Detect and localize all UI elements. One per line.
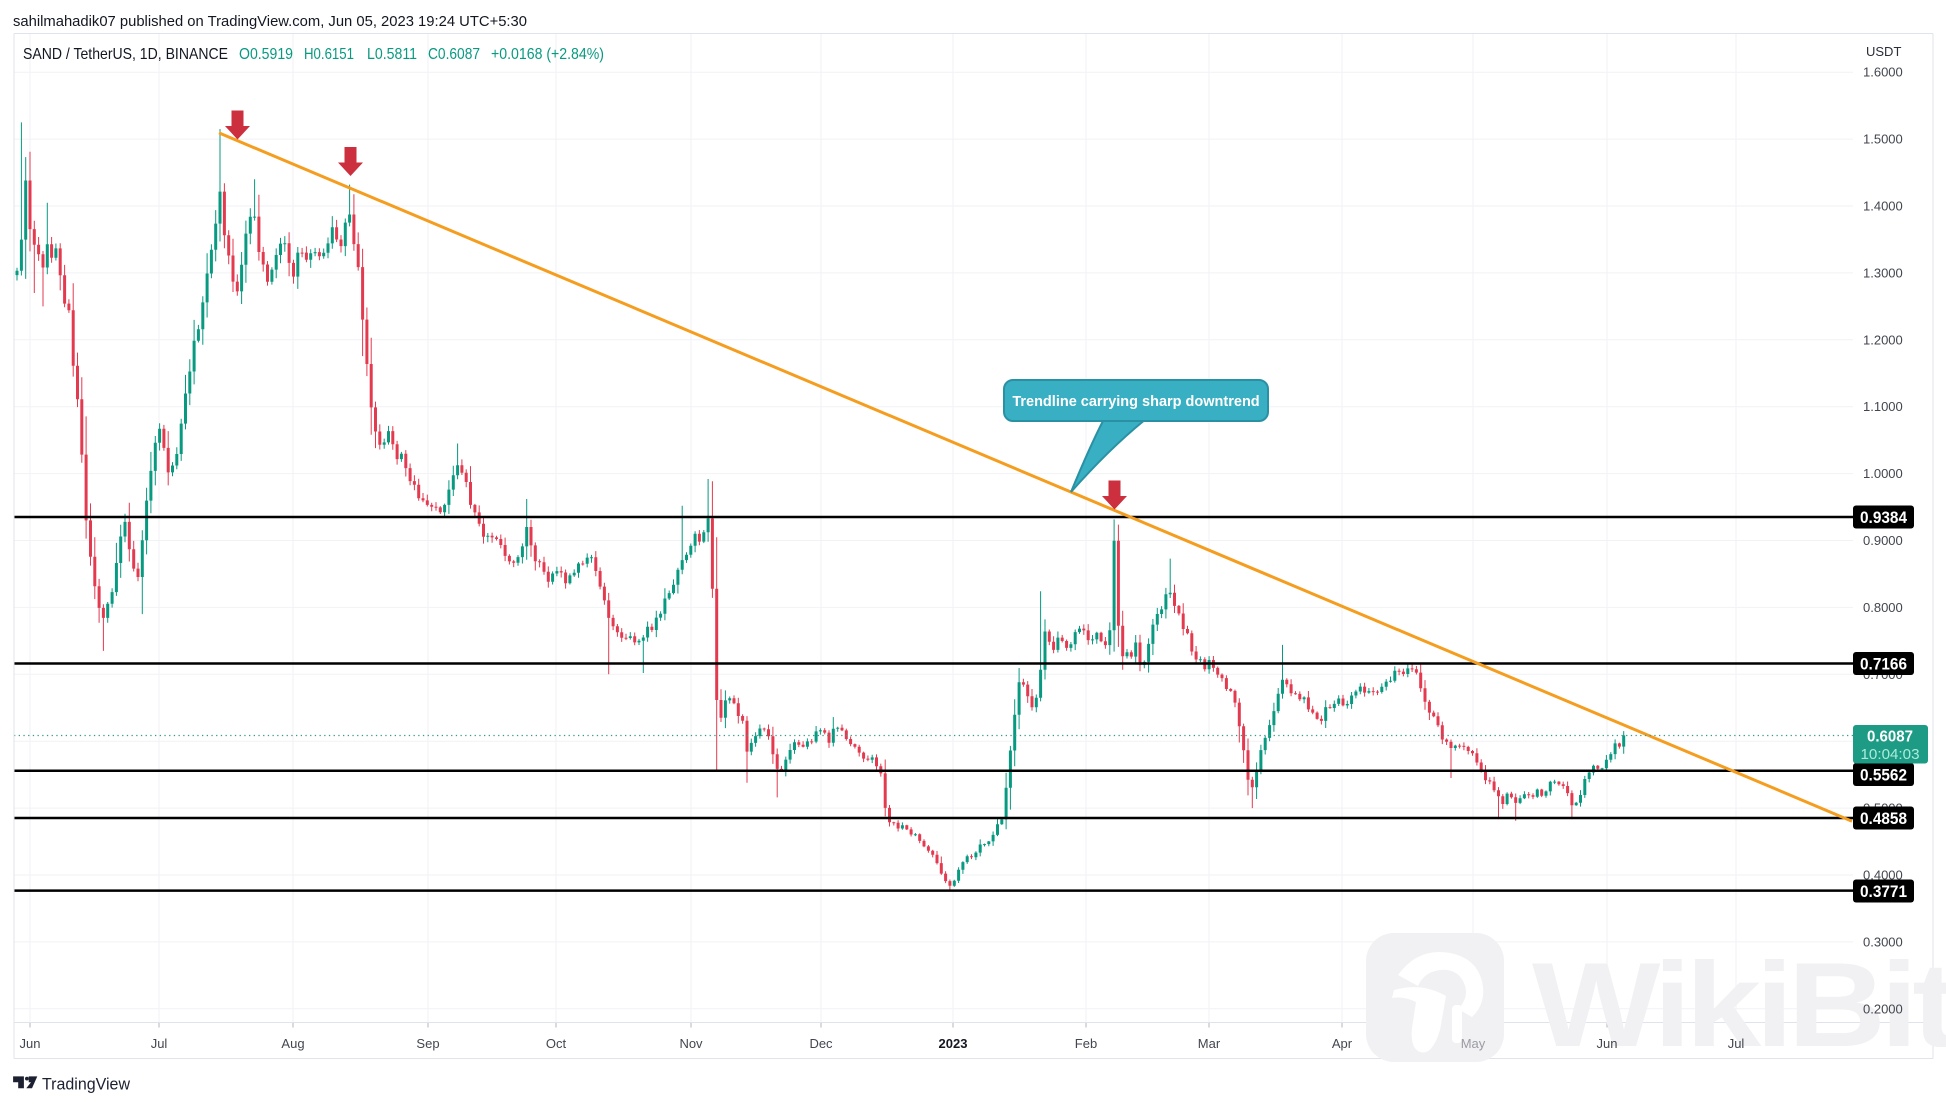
svg-text:H0.6151: H0.6151 xyxy=(304,46,354,63)
svg-text:0.8000: 0.8000 xyxy=(1863,600,1903,615)
svg-text:0.9384: 0.9384 xyxy=(1860,509,1908,527)
svg-text:1.3000: 1.3000 xyxy=(1863,265,1903,280)
svg-text:10:04:03: 10:04:03 xyxy=(1861,746,1920,763)
svg-text:Nov: Nov xyxy=(679,1036,703,1051)
svg-text:Dec: Dec xyxy=(809,1036,833,1051)
svg-text:1.4000: 1.4000 xyxy=(1863,199,1903,214)
svg-text:Trendline carrying sharp downt: Trendline carrying sharp downtrend xyxy=(1012,394,1259,410)
svg-text:0.2000: 0.2000 xyxy=(1863,1001,1903,1016)
svg-text:0.3000: 0.3000 xyxy=(1863,934,1903,949)
svg-text:Jul: Jul xyxy=(1728,1036,1745,1051)
svg-text:+0.0168 (+2.84%): +0.0168 (+2.84%) xyxy=(491,46,604,63)
svg-text:1.2000: 1.2000 xyxy=(1863,332,1903,347)
svg-text:Aug: Aug xyxy=(281,1036,304,1051)
svg-text:1.5000: 1.5000 xyxy=(1863,132,1903,147)
svg-text:0.4858: 0.4858 xyxy=(1860,810,1907,828)
svg-text:1.1000: 1.1000 xyxy=(1863,399,1903,414)
svg-text:TradingView: TradingView xyxy=(42,1076,130,1094)
svg-text:0.5562: 0.5562 xyxy=(1860,767,1907,785)
svg-text:Apr: Apr xyxy=(1332,1036,1353,1051)
svg-text:Jul: Jul xyxy=(151,1036,168,1051)
svg-text:WikiBit: WikiBit xyxy=(1532,938,1946,1072)
svg-text:1.0000: 1.0000 xyxy=(1863,466,1903,481)
svg-text:1.6000: 1.6000 xyxy=(1863,65,1903,80)
svg-text:0.6087: 0.6087 xyxy=(1867,729,1913,746)
svg-text:0.4000: 0.4000 xyxy=(1863,868,1903,883)
svg-text:USDT: USDT xyxy=(1866,44,1901,59)
svg-text:2023: 2023 xyxy=(939,1036,968,1051)
svg-text:SAND / TetherUS, 1D, BINANCE: SAND / TetherUS, 1D, BINANCE xyxy=(23,46,228,63)
svg-text:L0.5811: L0.5811 xyxy=(367,46,417,63)
svg-text:Mar: Mar xyxy=(1198,1036,1221,1051)
svg-text:Jun: Jun xyxy=(20,1036,41,1051)
svg-text:Sep: Sep xyxy=(416,1036,439,1051)
svg-text:0.3771: 0.3771 xyxy=(1860,883,1907,901)
svg-text:Oct: Oct xyxy=(546,1036,567,1051)
svg-text:sahilmahadik07 published on Tr: sahilmahadik07 published on TradingView.… xyxy=(13,13,527,30)
svg-text:0.9000: 0.9000 xyxy=(1863,533,1903,548)
svg-text:0.7166: 0.7166 xyxy=(1860,656,1907,674)
svg-text:C0.6087: C0.6087 xyxy=(428,46,480,63)
svg-text:May: May xyxy=(1461,1036,1486,1051)
svg-text:O0.5919: O0.5919 xyxy=(239,46,293,63)
svg-text:Feb: Feb xyxy=(1075,1036,1097,1051)
svg-text:Jun: Jun xyxy=(1597,1036,1618,1051)
